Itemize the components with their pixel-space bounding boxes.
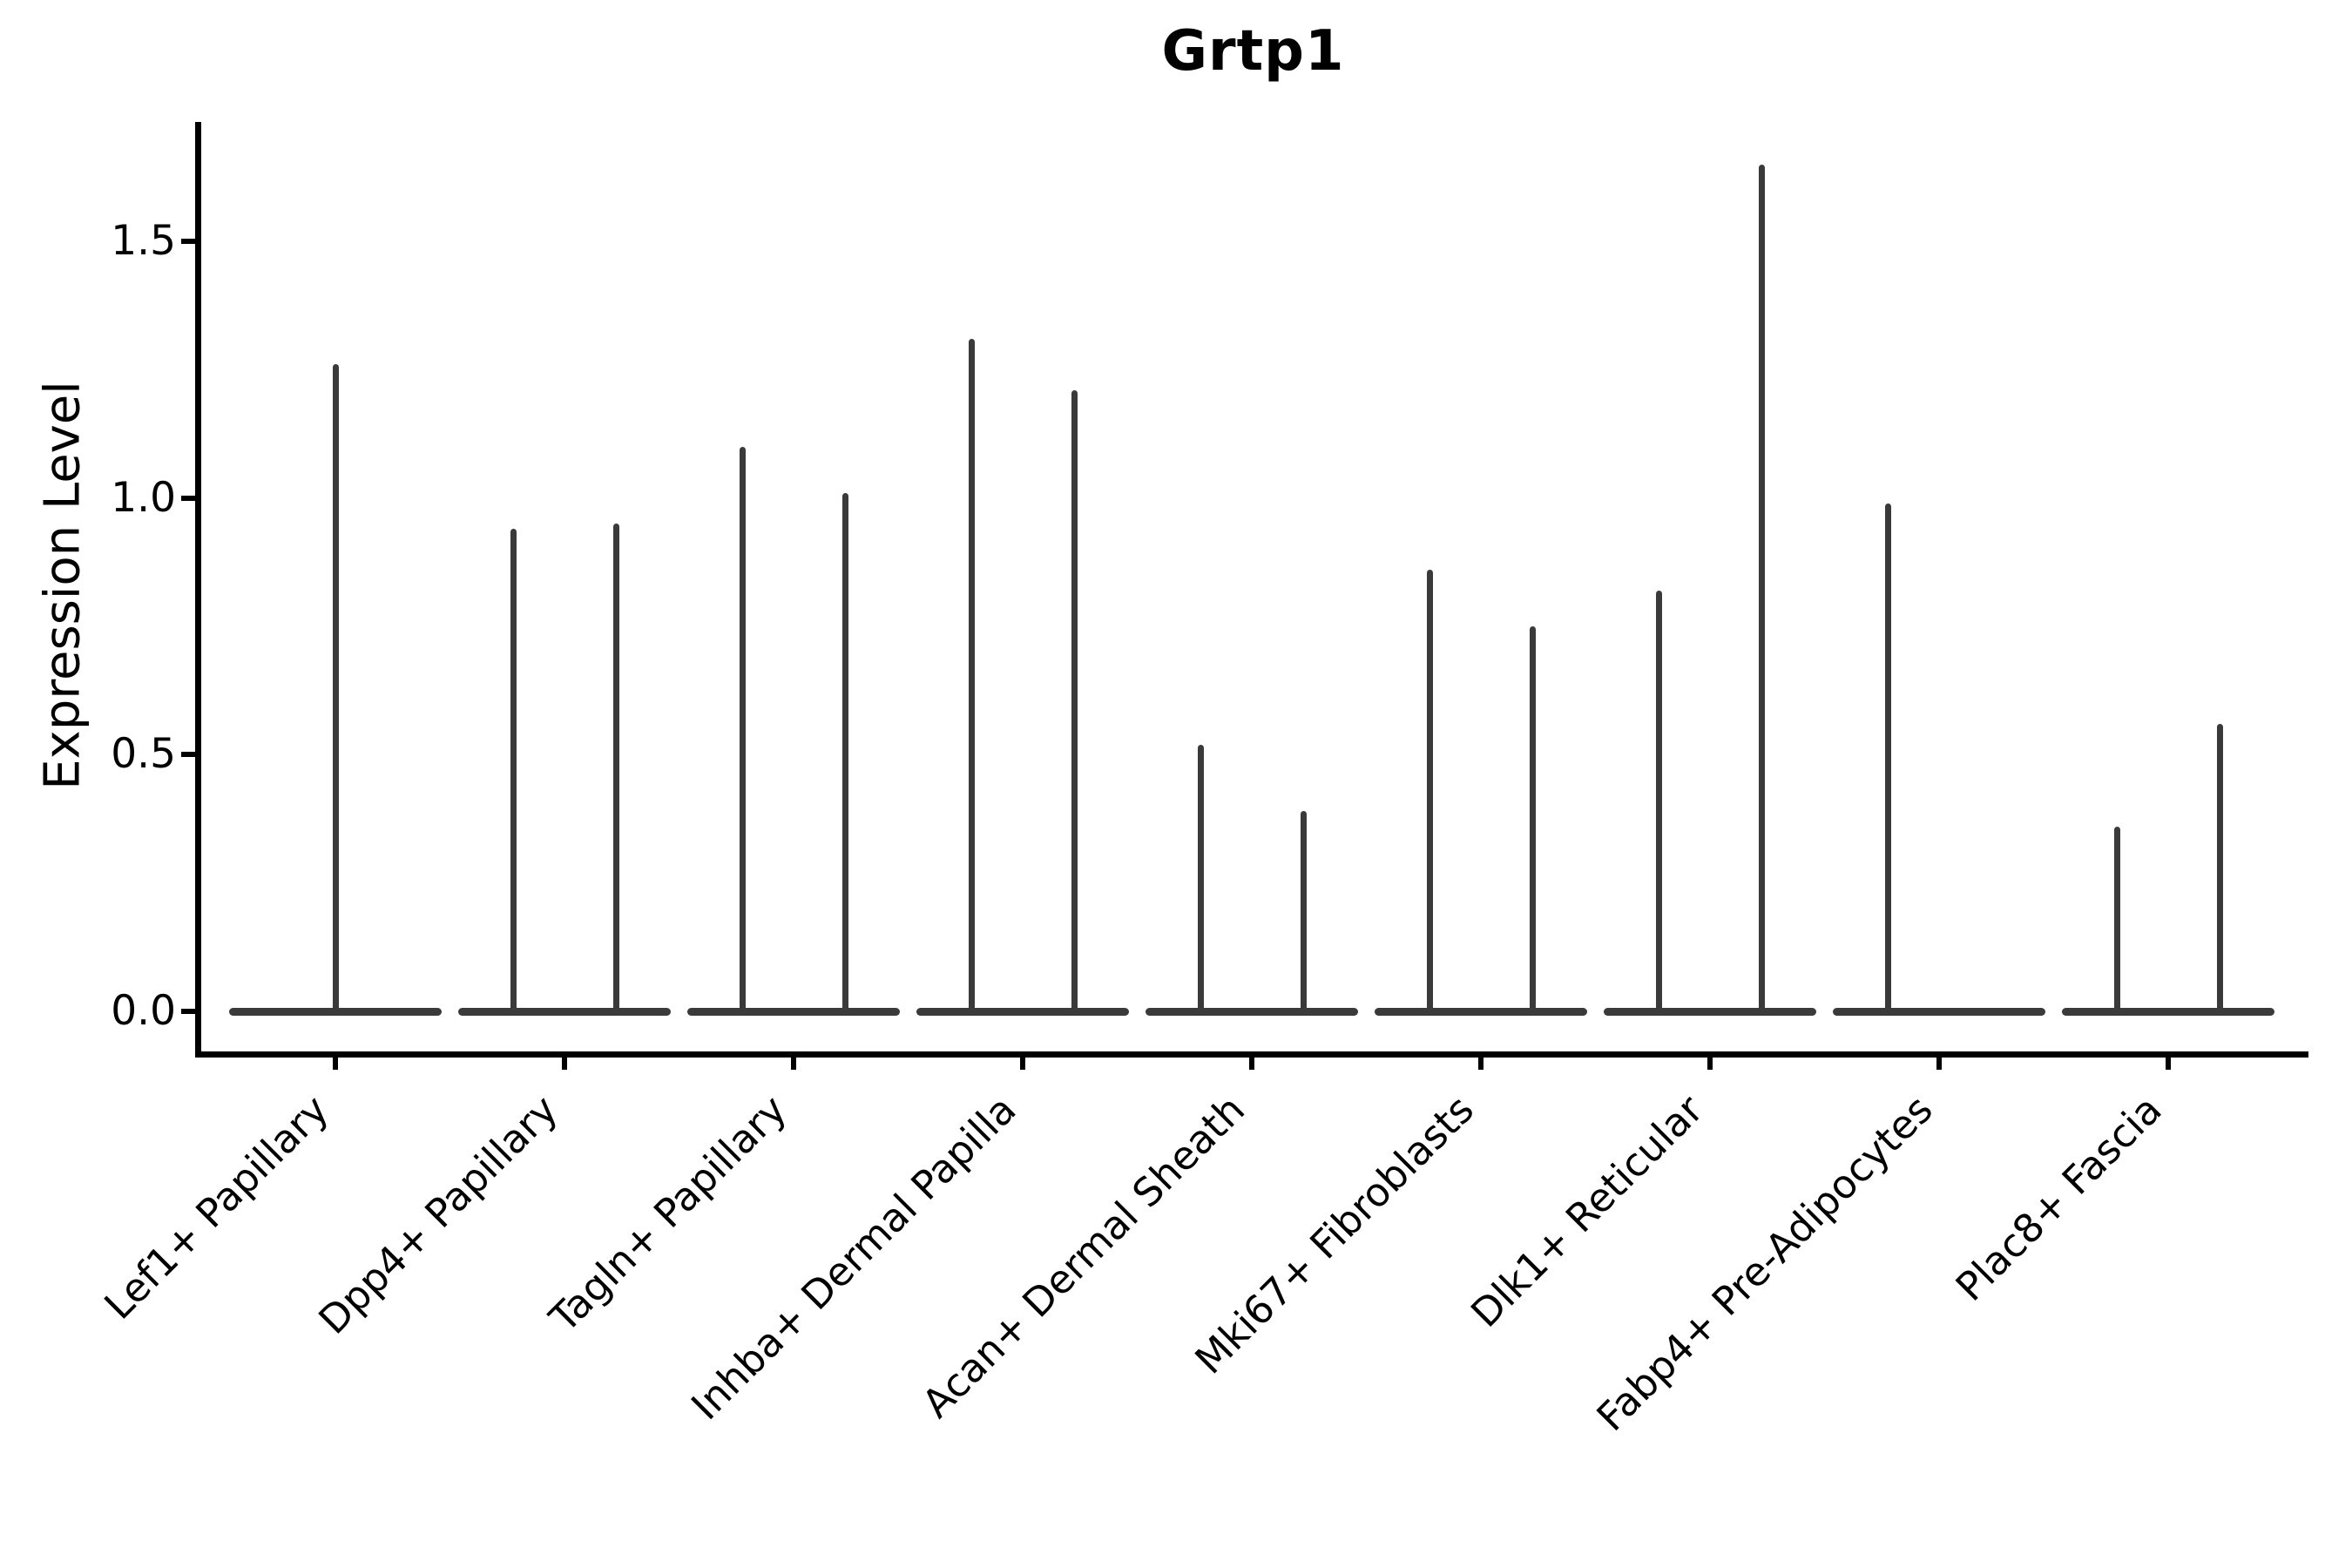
violin-spike (1426, 570, 1433, 1015)
violin-spike (510, 529, 517, 1015)
violin-spike (2216, 723, 2223, 1015)
x-tick (1478, 1054, 1484, 1070)
x-tick-label: Dlk1+ Reticular (1462, 1086, 1713, 1336)
x-tick (2166, 1054, 2171, 1070)
violin-spike (1300, 811, 1307, 1015)
y-tick (181, 495, 195, 501)
violin-spike (612, 524, 619, 1015)
x-tick-label: Plac8+ Fascia (1946, 1086, 2171, 1310)
violin-baseline (687, 1007, 900, 1016)
violin-baseline (1833, 1007, 2045, 1016)
violin-spike (968, 338, 975, 1015)
x-tick-label: Dpp4+ Papillary (309, 1086, 567, 1343)
y-tick (181, 239, 195, 244)
y-tick-label: 1.5 (111, 217, 176, 265)
violin-baseline (916, 1007, 1129, 1016)
violin-spike (1655, 590, 1662, 1015)
x-tick (562, 1054, 567, 1070)
violin-baseline (2062, 1007, 2274, 1016)
y-tick-label: 0.5 (111, 730, 176, 779)
violin-spike (1758, 164, 1765, 1015)
chart-title: Grtp1 (1161, 19, 1345, 84)
violin-baseline (1604, 1007, 1816, 1016)
violin-spike (1884, 503, 1891, 1015)
violin-baseline (1375, 1007, 1587, 1016)
violin-baseline (458, 1007, 671, 1016)
y-tick (181, 752, 195, 758)
violin-spike (1197, 744, 1204, 1015)
y-axis-spine (195, 122, 201, 1054)
y-tick-label: 1.0 (111, 473, 176, 522)
y-axis-label: Expression Level (34, 381, 91, 790)
x-tick (1020, 1054, 1025, 1070)
x-tick (791, 1054, 796, 1070)
violin-baseline (1146, 1007, 1358, 1016)
violin-spike (1529, 626, 1536, 1015)
x-tick (1936, 1054, 1942, 1070)
violin-spike (841, 492, 848, 1015)
y-tick-label: 0.0 (111, 987, 176, 1035)
x-tick-label: Tagln+ Papillary (540, 1086, 796, 1342)
violin-spike (332, 364, 339, 1015)
violin-spike (2113, 826, 2120, 1015)
x-tick (1249, 1054, 1254, 1070)
x-tick (1707, 1054, 1713, 1070)
x-tick (333, 1054, 338, 1070)
violin-spike (739, 446, 746, 1015)
x-tick-label: Lef1+ Papillary (95, 1086, 338, 1328)
y-tick (181, 1009, 195, 1014)
violin-spike (1071, 389, 1078, 1015)
